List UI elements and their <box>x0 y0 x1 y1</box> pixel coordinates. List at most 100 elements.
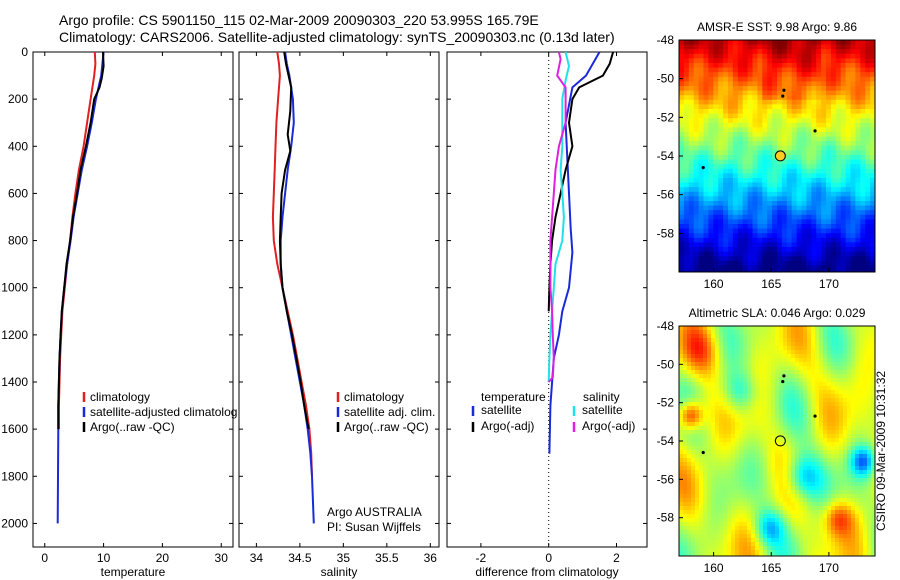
map-cell <box>707 470 712 475</box>
map-cell <box>851 538 856 543</box>
map-cell <box>791 104 798 110</box>
map-cell <box>811 113 817 119</box>
map-cell <box>816 109 822 115</box>
map-cell <box>781 210 788 216</box>
map-cell <box>703 201 709 207</box>
map-cell <box>791 534 796 539</box>
map-cell <box>847 326 852 331</box>
map-cell <box>732 155 739 161</box>
map-cell <box>713 256 719 262</box>
map-cell <box>827 482 832 487</box>
map-cell <box>781 145 788 151</box>
map-cell <box>835 342 840 347</box>
map-cell <box>830 168 837 174</box>
map-cell <box>791 506 796 511</box>
map-cell <box>713 86 719 92</box>
map-cell <box>739 350 744 355</box>
map-cell <box>835 256 842 262</box>
map-cell <box>827 334 832 339</box>
map-cell <box>850 182 856 188</box>
map-cell <box>752 155 758 161</box>
map-cell <box>779 402 784 407</box>
map-cell <box>703 150 709 156</box>
map-cell <box>775 394 780 399</box>
map-cell <box>806 76 812 82</box>
map-cell <box>783 390 788 395</box>
map-cell <box>811 542 816 547</box>
map-cell <box>718 205 724 211</box>
map-cell <box>830 145 837 151</box>
map-cell <box>791 410 796 415</box>
map-cell <box>703 374 708 379</box>
map-cell <box>815 498 820 503</box>
map-cell <box>757 196 763 202</box>
map-cell <box>698 72 704 78</box>
map-cell <box>811 446 816 451</box>
map-cell <box>781 49 788 55</box>
map-cell <box>787 518 792 523</box>
map-cell <box>711 470 716 475</box>
map-cell <box>823 450 828 455</box>
map-cell <box>826 145 832 151</box>
map-cell <box>795 462 800 467</box>
map-cell <box>737 155 744 161</box>
map-cell <box>823 454 828 459</box>
map-cell <box>723 270 729 272</box>
map-cell <box>799 490 804 495</box>
map-cell <box>739 418 744 423</box>
map-cell <box>835 426 840 431</box>
map-cell <box>791 247 798 253</box>
map-cell <box>713 99 719 105</box>
map-cell <box>713 178 719 184</box>
map-cell <box>777 173 783 179</box>
map-cell <box>699 438 704 443</box>
series-line <box>548 51 601 454</box>
map-cell <box>859 506 864 511</box>
map-cell <box>723 398 728 403</box>
map-cell <box>819 502 824 507</box>
map-cell <box>757 150 763 156</box>
map-cell <box>791 486 796 491</box>
map-cell <box>867 470 872 475</box>
map-cell <box>732 118 739 124</box>
map-cell <box>807 482 812 487</box>
map-cell <box>847 430 852 435</box>
map-cell <box>728 40 734 46</box>
map-cell <box>703 122 709 128</box>
map-cell <box>843 466 848 471</box>
map-cell <box>735 366 740 371</box>
map-cell <box>803 538 808 543</box>
map-cell <box>860 150 866 156</box>
map-cell <box>855 430 860 435</box>
map-cell <box>835 164 842 170</box>
map-cell <box>816 237 822 243</box>
map-cell <box>693 228 700 234</box>
map-cell <box>807 450 812 455</box>
map-cell <box>751 354 756 359</box>
map-cell <box>783 454 788 459</box>
map-cell <box>821 136 827 142</box>
map-cell <box>815 398 820 403</box>
map-cell <box>867 538 872 543</box>
map-cell <box>763 438 768 443</box>
map-cell <box>783 414 788 419</box>
map-cell <box>755 494 760 499</box>
map-cell <box>687 326 692 331</box>
map-cell <box>783 534 788 539</box>
map-cell <box>830 210 837 216</box>
map-cell <box>711 378 716 383</box>
map-cell <box>831 366 836 371</box>
map-cell <box>747 173 753 179</box>
map-cell <box>759 386 764 391</box>
map-cell <box>691 490 696 495</box>
map-cell <box>843 446 848 451</box>
map-cell <box>771 494 776 499</box>
map-cell <box>867 434 872 439</box>
map-cell <box>791 502 796 507</box>
map-cell <box>851 342 856 347</box>
map-cell <box>703 76 709 82</box>
y-tick-label: 200 <box>8 92 28 106</box>
map-cell <box>830 164 837 170</box>
map-cell <box>771 434 776 439</box>
map-cell <box>815 326 820 331</box>
